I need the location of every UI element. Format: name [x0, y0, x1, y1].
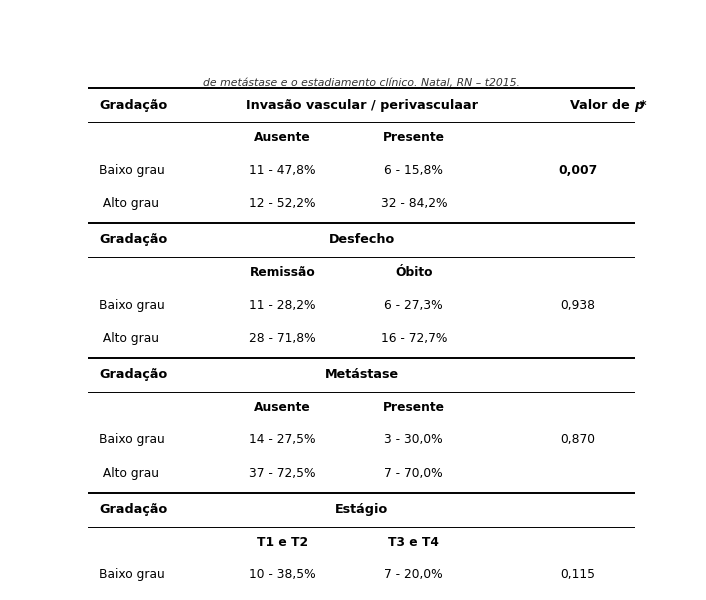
Text: 0,115: 0,115: [561, 568, 595, 581]
Text: Gradação: Gradação: [99, 503, 167, 516]
Text: Baixo grau: Baixo grau: [99, 433, 165, 446]
Text: Gradação: Gradação: [99, 233, 167, 247]
Text: 0,870: 0,870: [561, 433, 595, 446]
Text: 32 - 84,2%: 32 - 84,2%: [381, 197, 447, 211]
Text: 6 - 27,3%: 6 - 27,3%: [385, 299, 443, 311]
Text: 7 - 70,0%: 7 - 70,0%: [385, 467, 443, 480]
Text: Estágio: Estágio: [335, 503, 388, 516]
Text: Baixo grau: Baixo grau: [99, 164, 165, 176]
Text: 37 - 72,5%: 37 - 72,5%: [249, 467, 316, 480]
Text: 6 - 15,8%: 6 - 15,8%: [384, 164, 443, 176]
Text: Ausente: Ausente: [254, 131, 311, 144]
Text: 11 - 47,8%: 11 - 47,8%: [249, 164, 316, 176]
Text: 3 - 30,0%: 3 - 30,0%: [385, 433, 443, 446]
Text: 28 - 71,8%: 28 - 71,8%: [249, 332, 316, 346]
Text: 10 - 38,5%: 10 - 38,5%: [249, 568, 316, 581]
Text: Alto grau: Alto grau: [99, 197, 159, 211]
Text: Metástase: Metástase: [325, 368, 399, 382]
Text: 11 - 28,2%: 11 - 28,2%: [249, 299, 316, 311]
Text: Alto grau: Alto grau: [99, 332, 159, 346]
Text: 14 - 27,5%: 14 - 27,5%: [249, 433, 316, 446]
Text: T1 e T2: T1 e T2: [257, 536, 308, 549]
Text: Presente: Presente: [383, 131, 445, 144]
Text: Gradação: Gradação: [99, 368, 167, 382]
Text: Remissão: Remissão: [250, 266, 316, 279]
Text: 16 - 72,7%: 16 - 72,7%: [381, 332, 447, 346]
Text: Baixo grau: Baixo grau: [99, 568, 165, 581]
Text: Valor de: Valor de: [570, 98, 634, 112]
Text: Presente: Presente: [383, 401, 445, 414]
Text: T3 e T4: T3 e T4: [388, 536, 439, 549]
Text: 12 - 52,2%: 12 - 52,2%: [249, 197, 316, 211]
Text: Óbito: Óbito: [395, 266, 433, 279]
Text: Baixo grau: Baixo grau: [99, 299, 165, 311]
Text: Alto grau: Alto grau: [99, 467, 159, 480]
Text: Invasão vascular / perivasculaar: Invasão vascular / perivasculaar: [246, 98, 478, 112]
Text: de metástase e o estadiamento clínico. Natal, RN – t2015.: de metástase e o estadiamento clínico. N…: [203, 77, 520, 88]
Text: Gradação: Gradação: [99, 98, 167, 112]
Text: Desfecho: Desfecho: [329, 233, 395, 247]
Text: 7 - 20,0%: 7 - 20,0%: [385, 568, 443, 581]
Text: 0,938: 0,938: [561, 299, 595, 311]
Text: 0,007: 0,007: [558, 164, 597, 176]
Text: Ausente: Ausente: [254, 401, 311, 414]
Text: p: p: [634, 98, 643, 112]
Text: *: *: [640, 98, 646, 112]
